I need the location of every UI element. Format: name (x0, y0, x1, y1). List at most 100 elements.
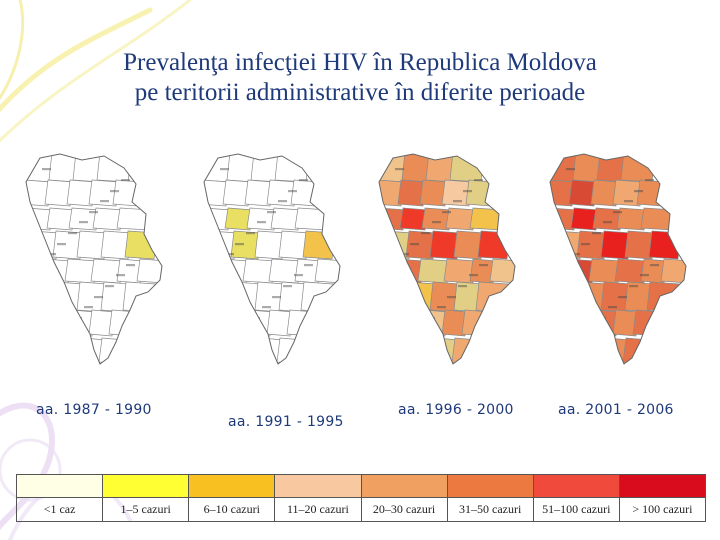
district-name-mark (629, 285, 638, 288)
period-label-2: aa. 1991 - 1995 (228, 414, 344, 430)
district-name-mark (257, 221, 266, 224)
district-region (122, 281, 156, 313)
district-region (66, 179, 96, 207)
country-border (25, 153, 163, 365)
district-name-mark (410, 243, 419, 246)
district-name-mark (603, 221, 612, 224)
legend-label: > 100 cazuri (632, 502, 693, 516)
district-name-mark (571, 253, 580, 256)
district-region (88, 309, 116, 337)
district-name-mark (474, 179, 483, 182)
period-label-3: aa. 1996 - 2000 (398, 402, 514, 418)
country-border (549, 153, 687, 365)
district-name-mark (458, 285, 467, 288)
district-region (92, 207, 124, 231)
district-region (68, 207, 100, 231)
legend: <1 caz 1–5 cazuri 6–10 cazuri 11–20 cazu… (16, 474, 706, 522)
district-name-mark (566, 168, 575, 171)
district-name-mark (52, 338, 61, 341)
district-name-mark (447, 296, 456, 299)
district-name-mark (126, 264, 135, 267)
district-region (477, 230, 511, 260)
district-region (419, 179, 449, 207)
district-region (246, 207, 278, 231)
district-name-mark (479, 264, 488, 267)
district-region (453, 230, 485, 260)
district-name-mark (416, 327, 425, 330)
district-name-mark (442, 211, 451, 214)
map-1996-2000 (378, 153, 516, 365)
district-name-mark (262, 306, 271, 309)
district-region (44, 179, 74, 207)
district-region (489, 258, 515, 284)
legend-label: 51–100 cazuri (542, 502, 611, 516)
map-1987-1990 (25, 153, 163, 365)
legend-label: 1–5 cazuri (120, 502, 171, 516)
district-region (465, 179, 495, 207)
legend-label: 20–30 cazuri (372, 502, 436, 516)
district-region (612, 179, 644, 207)
district-region (399, 207, 429, 231)
district-name-mark (432, 221, 441, 224)
district-name-mark (241, 327, 250, 330)
district-region (421, 207, 453, 231)
legend-swatch (533, 475, 619, 498)
legend-cell: 31–50 cazuri (447, 475, 534, 521)
district-name-mark (116, 274, 125, 277)
district-region (660, 258, 686, 284)
country-border (203, 153, 341, 365)
district-name-mark (225, 253, 234, 256)
district-region (576, 230, 608, 260)
district-region (290, 179, 320, 207)
legend-swatch (361, 475, 447, 498)
title-line-1: Prevalenţa infecţiei HIV în Republica Mo… (123, 49, 597, 76)
legend-cell: <1 caz (17, 475, 104, 521)
district-name-mark (105, 285, 114, 288)
district-name-mark (576, 338, 585, 341)
district-name-mark (220, 168, 229, 171)
district-region (592, 207, 624, 231)
district-name-mark (47, 253, 56, 256)
district-region (429, 230, 461, 260)
district-region (302, 230, 336, 260)
district-region (76, 230, 108, 260)
district-region (405, 230, 437, 260)
legend-swatch (17, 475, 103, 498)
district-name-mark (79, 221, 88, 224)
district-name-mark (405, 338, 414, 341)
district-name-mark (634, 190, 643, 193)
district-name-mark (100, 200, 109, 203)
district-name-mark (581, 243, 590, 246)
district-region (224, 207, 254, 231)
district-region (397, 179, 427, 207)
district-name-mark (110, 190, 119, 193)
district-region (52, 230, 84, 260)
district-region (445, 207, 477, 231)
district-name-mark (131, 169, 140, 172)
map-2001-2006 (549, 153, 687, 365)
district-region (254, 230, 286, 260)
legend-swatch (619, 475, 705, 498)
map-1991-1995 (203, 153, 341, 365)
district-name-mark (94, 296, 103, 299)
district-name-mark (453, 200, 462, 203)
district-region (600, 230, 632, 260)
district-name-mark (400, 253, 409, 256)
district-region (222, 179, 252, 207)
district-name-mark (267, 211, 276, 214)
legend-cell: 6–10 cazuri (189, 475, 276, 521)
district-region (88, 179, 120, 207)
district-region (568, 179, 598, 207)
district-region (278, 230, 310, 260)
legend-label: 31–50 cazuri (459, 502, 522, 516)
district-region (266, 179, 298, 207)
district-region (124, 230, 158, 260)
page-title: Prevalenţa infecţiei HIV în Republica Mo… (0, 48, 720, 108)
district-name-mark (624, 200, 633, 203)
district-name-mark (42, 168, 51, 171)
district-region (624, 230, 656, 260)
district-name-mark (484, 169, 493, 172)
legend-cell: 20–30 cazuri (361, 475, 448, 521)
district-region (475, 281, 509, 313)
district-name-mark (246, 232, 255, 235)
